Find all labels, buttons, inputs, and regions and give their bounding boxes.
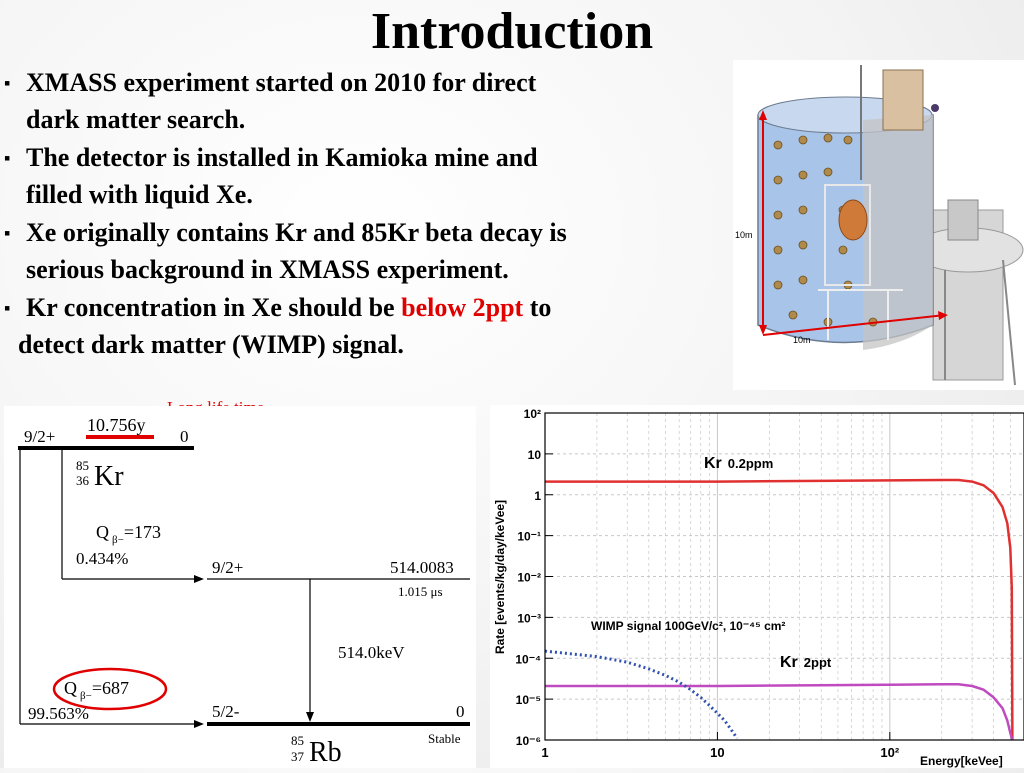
parent-energy: 0 [180, 427, 189, 446]
support-leg [1002, 259, 1016, 386]
branch-1-ratio: 0.434% [76, 549, 128, 568]
parent-halflife: 10.756y [87, 415, 146, 435]
annotation-wimp: WIMP signal 100GeV/c², 10⁻⁴⁵ cm² [591, 619, 785, 633]
annotation-kr-ppm-sub: 0.2ppm [728, 456, 774, 471]
y-tick-label: 10⁻⁴ [515, 652, 541, 666]
detector-illustration: 10m 10m [733, 60, 1024, 390]
parent-spin: 9/2+ [24, 427, 55, 446]
annotation-kr-ppm: Kr 0.2ppm [704, 455, 773, 472]
kr-symbol: Kr [94, 461, 124, 492]
branch-1-q-subscript: β− [112, 534, 124, 546]
level-1-energy: 514.0083 [390, 558, 454, 577]
y-tick-label: 1 [534, 489, 541, 503]
width-dimension-label: 10m [793, 335, 811, 345]
side-equipment [947, 199, 979, 241]
y-tick-label: 10⁻¹ [517, 530, 541, 544]
bullet-2-line-2: filled with liquid Xe. [26, 180, 253, 209]
branch-1-q-letter: Q [96, 522, 109, 542]
inner-frame [824, 184, 871, 286]
width-arrow [762, 314, 946, 336]
bullet-4-line-2: detect dark matter (WIMP) signal. [18, 330, 404, 359]
arrow-head-right [938, 311, 948, 320]
plot-frame [544, 412, 1024, 741]
annotation-kr-ppt-main: Kr [780, 654, 798, 671]
rb-symbol: Rb [309, 737, 342, 768]
annotation-kr-ppm-main: Kr [704, 455, 722, 472]
level-1-spin: 9/2+ [212, 558, 243, 577]
top-tower [882, 69, 924, 131]
detector-drawing: 10m 10m [735, 65, 1024, 386]
bullet-1: ▪ XMASS experiment started on 2010 for di… [4, 64, 536, 102]
bullet-1-line-2: dark matter search. [26, 105, 246, 134]
bullet-3: ▪ Xe originally contains Kr and 85Kr beta… [4, 214, 567, 252]
y-axis-label: Rate [events/kg/day/keVee] [493, 500, 507, 654]
bullet-3-line-2: serious background in XMASS experiment. [26, 255, 509, 284]
x-axis-label: Energy[keVee] [920, 754, 1003, 768]
annotation-kr-ppt-sub: 2ppt [804, 655, 832, 670]
arrow-head-down [759, 325, 767, 335]
rb-atomic-number: 37 [291, 749, 305, 764]
branch-1-q-value: =173 [124, 522, 161, 542]
series-line-wimp [544, 649, 739, 740]
bullet-marker: ▪ [4, 298, 11, 318]
kr-mass-number: 85 [76, 458, 89, 473]
ground-note: Stable [428, 731, 461, 746]
bullet-2: ▪ The detector is installed in Kamioka mi… [4, 139, 538, 177]
gamma-arrow [306, 712, 314, 722]
level-1-halflife: 1.015 μs [398, 584, 443, 599]
bullet-4-pre: Kr concentration in Xe should be [26, 293, 402, 322]
ground-spin: 5/2- [212, 702, 240, 721]
chart-grid [544, 412, 1024, 741]
branch-2-ratio: 99.563% [28, 704, 89, 723]
rb-mass-number: 85 [291, 733, 304, 748]
bullet-marker: ▪ [4, 223, 11, 243]
tank-cutaway-wall [863, 115, 933, 350]
bullet-4: ▪ Kr concentration in Xe should be below … [4, 289, 551, 327]
branch-2-q-subscript: β− [80, 690, 92, 702]
y-tick-label: 10⁻³ [517, 611, 541, 625]
kr-atomic-number: 36 [76, 473, 90, 488]
x-tick-label: 10² [880, 745, 899, 760]
branch-1-arrow [194, 575, 204, 583]
x-tick-label: 1 [541, 745, 548, 760]
ground-energy: 0 [456, 702, 465, 721]
q-value-highlight-circle [52, 667, 168, 711]
arrow-head-up [759, 110, 767, 120]
series-line-kr_ppt [545, 683, 1014, 741]
bullet-2-line-1: The detector is installed in Kamioka min… [26, 143, 538, 172]
bullet-3-line-1: Xe originally contains Kr and 85Kr beta … [26, 218, 567, 247]
slide-title: Introduction [370, 3, 654, 60]
gamma-energy: 514.0keV [338, 643, 405, 662]
chart-series [544, 478, 1014, 741]
height-dimension-label: 10m [735, 230, 753, 240]
annotation-kr-ppt: Kr 2ppt [780, 654, 832, 671]
bullet-1-line-1: XMASS experiment started on 2010 for dir… [26, 68, 537, 97]
bullet-marker: ▪ [4, 73, 11, 93]
bullet-4-post: to [523, 293, 552, 322]
series-line-kr_ppm [545, 478, 1014, 741]
rate-chart: 10² 10 1 10⁻¹ 10⁻² 10⁻³ 10⁻⁴ 10⁻⁵ 10⁻⁶ 1 10 10² Rat… [490, 405, 1024, 768]
x-tick-label: 10 [710, 745, 724, 760]
person-figure [931, 104, 939, 112]
y-tick-label: 10⁻⁶ [516, 734, 541, 748]
inner-detector [838, 199, 868, 241]
branch-2-arrow [194, 720, 204, 728]
branch-2-q-letter: Q [64, 678, 77, 698]
y-tick-label: 10⁻² [517, 571, 541, 585]
y-tick-label: 10⁻⁵ [516, 693, 541, 707]
y-tick-label: 10 [528, 448, 542, 462]
y-tick-label: 10² [524, 407, 541, 421]
bullet-4-highlight: below 2ppt [401, 293, 524, 322]
branch-2-q-value: =687 [92, 678, 129, 698]
bullet-marker: ▪ [4, 148, 11, 168]
